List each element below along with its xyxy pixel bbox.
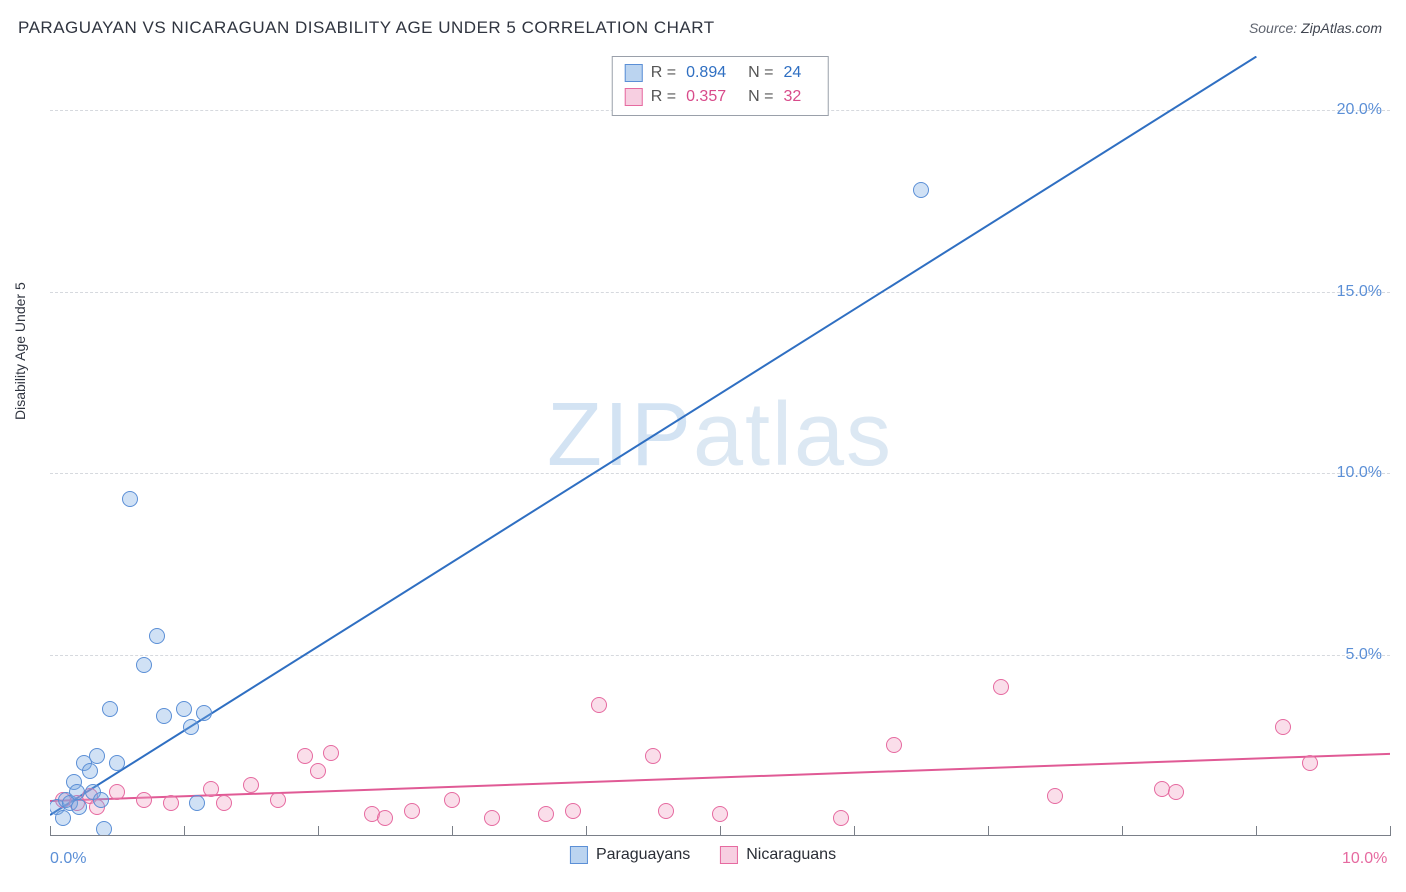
data-point [658,803,674,819]
source-attribution: Source: ZipAtlas.com [1249,20,1382,36]
r-label: R = [651,61,676,85]
data-point [377,810,393,826]
source-value: ZipAtlas.com [1301,20,1382,36]
data-point [1047,788,1063,804]
r-value-paraguayan: 0.894 [686,61,726,85]
data-point [176,701,192,717]
data-point [55,810,71,826]
legend-item-paraguayan: Paraguayans [570,846,690,864]
swatch-blue-icon [570,846,588,864]
series-label-nicaraguan: Nicaraguans [746,846,836,864]
legend-item-nicaraguan: Nicaraguans [720,846,836,864]
data-point [833,810,849,826]
data-point [270,792,286,808]
r-value-nicaraguan: 0.357 [686,85,726,109]
plot-inner [50,56,1390,835]
legend-row-paraguayan: R = 0.894 N = 24 [625,61,816,85]
n-label: N = [748,85,773,109]
r-label: R = [651,85,676,109]
swatch-blue-icon [625,64,643,82]
data-point [886,737,902,753]
data-point [993,679,1009,695]
data-point [93,792,109,808]
swatch-pink-icon [720,846,738,864]
data-point [297,748,313,764]
data-point [69,784,85,800]
data-point [149,628,165,644]
data-point [1302,755,1318,771]
data-point [122,491,138,507]
data-point [89,748,105,764]
x-tick-label-right: 10.0% [1342,850,1387,868]
data-point [96,821,112,835]
data-point [136,792,152,808]
x-tick-label-left: 0.0% [50,850,86,868]
data-point [156,708,172,724]
data-point [712,806,728,822]
data-point [163,795,179,811]
legend-row-nicaraguan: R = 0.357 N = 32 [625,85,816,109]
plot-area: ZIPatlas 5.0%10.0%15.0%20.0% R = 0.894 N… [50,56,1390,836]
data-point [404,803,420,819]
data-point [183,719,199,735]
data-point [109,784,125,800]
data-point [484,810,500,826]
chart-title: PARAGUAYAN VS NICARAGUAN DISABILITY AGE … [18,18,715,38]
data-point [243,777,259,793]
data-point [538,806,554,822]
series-label-paraguayan: Paraguayans [596,846,690,864]
n-label: N = [748,61,773,85]
data-point [565,803,581,819]
source-label: Source: [1249,20,1297,36]
data-point [71,799,87,815]
correlation-chart: PARAGUAYAN VS NICARAGUAN DISABILITY AGE … [0,0,1406,892]
data-point [216,795,232,811]
legend-series: Paraguayans Nicaraguans [570,846,836,864]
data-point [645,748,661,764]
data-point [82,763,98,779]
swatch-pink-icon [625,88,643,106]
legend-stats: R = 0.894 N = 24 R = 0.357 N = 32 [612,56,829,116]
data-point [1168,784,1184,800]
data-point [444,792,460,808]
data-point [1275,719,1291,735]
n-value-paraguayan: 24 [783,61,801,85]
data-point [591,697,607,713]
data-point [323,745,339,761]
data-point [102,701,118,717]
n-value-nicaraguan: 32 [783,85,801,109]
data-point [136,657,152,673]
data-point [913,182,929,198]
data-point [109,755,125,771]
data-point [203,781,219,797]
y-axis-label: Disability Age Under 5 [12,282,28,420]
data-point [310,763,326,779]
data-point [196,705,212,721]
data-point [189,795,205,811]
